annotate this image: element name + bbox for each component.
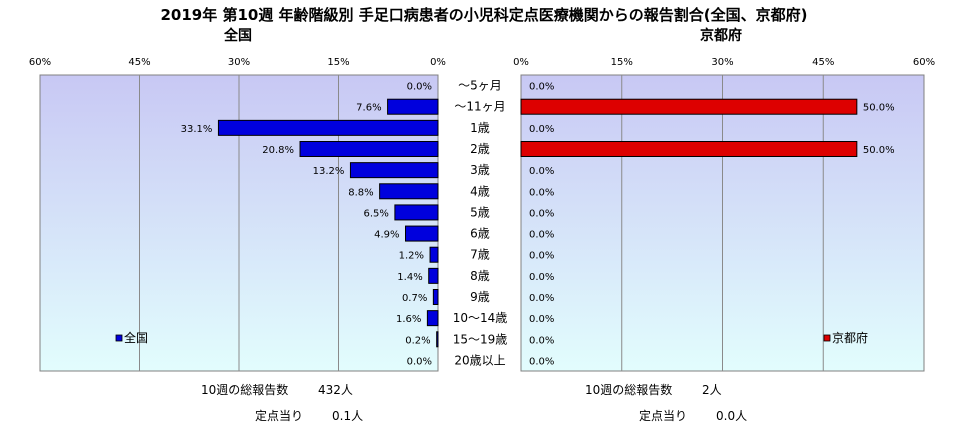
kyoto-data-label: 0.0% — [529, 314, 554, 325]
national-bar — [432, 289, 439, 305]
national-bar — [299, 141, 439, 157]
kyoto-data-label: 0.0% — [529, 166, 554, 177]
kyoto-bar — [520, 98, 858, 115]
national-bar — [394, 204, 439, 221]
national-tick-label: 15% — [327, 57, 349, 68]
national-data-label: 1.4% — [397, 272, 422, 283]
national-data-label: 4.9% — [374, 230, 399, 241]
kyoto-tick-label: 60% — [913, 57, 935, 68]
national-tick-label: 60% — [29, 57, 51, 68]
national-data-label: 33.1% — [181, 124, 213, 135]
national-data-label: 20.8% — [262, 145, 294, 156]
category-label: 1歳 — [470, 121, 490, 135]
national-total-label: 10週の総報告数 — [201, 382, 288, 397]
national-tick-label: 0% — [430, 57, 446, 68]
kyoto-legend-label: 京都府 — [832, 330, 868, 345]
kyoto-per-site-label: 定点当り — [639, 408, 687, 423]
national-bar — [429, 246, 439, 263]
kyoto-total-value: 2人 — [702, 383, 722, 397]
national-data-label: 1.6% — [396, 314, 421, 325]
national-tick-label: 45% — [128, 57, 150, 68]
national-bar — [436, 331, 439, 348]
kyoto-data-label: 0.0% — [529, 187, 554, 198]
national-data-label: 1.2% — [399, 251, 424, 262]
kyoto-data-label: 0.0% — [529, 208, 554, 219]
kyoto-legend-swatch — [823, 334, 831, 342]
national-data-label: 6.5% — [363, 208, 388, 219]
kyoto-total-label: 10週の総報告数 — [585, 382, 672, 397]
category-label: 4歳 — [470, 184, 490, 198]
kyoto-data-label: 0.0% — [529, 82, 554, 93]
national-bar — [404, 225, 439, 242]
kyoto-data-label: 0.0% — [529, 230, 554, 241]
national-bar — [387, 98, 439, 115]
national-per-site-label: 定点当り — [255, 408, 303, 423]
national-data-label: 0.7% — [402, 293, 427, 304]
kyoto-tick-label: 30% — [711, 57, 733, 68]
category-label: 8歳 — [470, 269, 490, 283]
right-panel-title: 京都府 — [700, 27, 742, 44]
category-label: 6歳 — [470, 227, 490, 241]
category-label: 20歳以上 — [454, 353, 505, 367]
national-tick-label: 30% — [228, 57, 250, 68]
kyoto-data-label: 0.0% — [529, 335, 554, 346]
category-label: 10～14歳 — [453, 311, 508, 325]
category-label: 7歳 — [470, 248, 490, 262]
kyoto-tick-label: 0% — [513, 57, 529, 68]
kyoto-per-site-value: 0.0人 — [716, 409, 747, 423]
national-data-label: 13.2% — [313, 166, 345, 177]
national-total-value: 432人 — [318, 383, 353, 397]
plot-layer: 0% 15% 30% 45% 60% 0.0% 7.6% 33.1% 20.8% 13.2%8.8… — [29, 57, 935, 423]
category-label: 9歳 — [470, 290, 490, 304]
category-label: ～5ヶ月 — [458, 79, 502, 93]
category-label: 15～19歳 — [453, 332, 508, 346]
national-legend-swatch — [115, 334, 123, 342]
category-label: 5歳 — [470, 205, 490, 219]
national-bar — [349, 162, 439, 179]
national-legend-label: 全国 — [124, 330, 148, 345]
national-data-label: 0.0% — [407, 356, 432, 367]
kyoto-data-label: 0.0% — [529, 251, 554, 262]
kyoto-bar — [520, 141, 858, 157]
national-data-label: 0.0% — [407, 82, 432, 93]
national-data-label: 8.8% — [348, 187, 373, 198]
kyoto-data-label: 0.0% — [529, 124, 554, 135]
kyoto-data-label: 0.0% — [529, 293, 554, 304]
kyoto-data-label: 50.0% — [863, 103, 895, 114]
kyoto-data-label: 0.0% — [529, 356, 554, 367]
kyoto-data-label: 50.0% — [863, 145, 895, 156]
national-data-label: 0.2% — [405, 335, 430, 346]
kyoto-tick-label: 15% — [611, 57, 633, 68]
kyoto-data-label: 0.0% — [529, 272, 554, 283]
national-bar — [426, 310, 439, 327]
category-label: 2歳 — [470, 142, 490, 156]
national-bar — [428, 267, 439, 284]
category-label: ～11ヶ月 — [454, 100, 505, 114]
national-bar — [379, 183, 439, 200]
national-per-site-value: 0.1人 — [332, 409, 363, 423]
left-panel-title: 全国 — [223, 27, 252, 44]
kyoto-tick-label: 45% — [812, 57, 834, 68]
national-data-label: 7.6% — [356, 103, 381, 114]
category-label: 3歳 — [470, 163, 490, 177]
national-bar — [217, 119, 439, 136]
chart-title: 2019年 第10週 年齢階級別 手足口病患者の小児科定点医療機関からの報告割合… — [160, 6, 807, 24]
